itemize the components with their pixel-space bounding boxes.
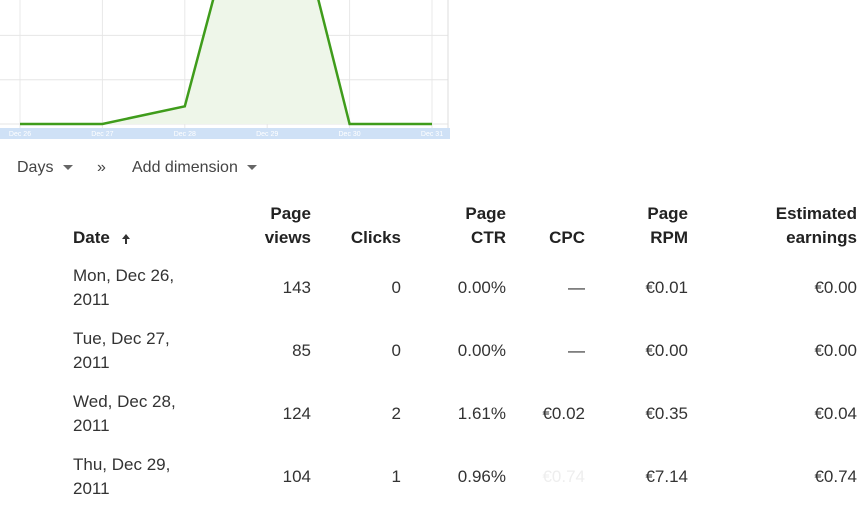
column-header[interactable]: Page views — [265, 202, 311, 250]
caret — [247, 165, 258, 170]
cell-value: 0.96% — [457, 467, 506, 486]
header-line: Clicks — [350, 228, 401, 247]
column-header[interactable]: Clicks — [351, 226, 401, 250]
cell-value: €0.74 — [814, 467, 857, 486]
cell-value: €0.02 — [542, 404, 585, 423]
cell-value: 143 — [282, 278, 311, 297]
date-line: 2011 — [73, 290, 110, 309]
cell-value: 85 — [292, 341, 311, 360]
cell-value: 104 — [282, 467, 311, 486]
cell-value: €0.35 — [645, 404, 688, 423]
date-line: Wed, Dec 28, — [73, 392, 176, 411]
column-header[interactable]: Estimated earnings — [776, 202, 857, 250]
date-line: Mon, Dec 26, — [73, 266, 175, 285]
date-line: 2011 — [73, 416, 110, 435]
cell-value: 0.00% — [457, 278, 506, 297]
header-line: Page — [270, 204, 311, 223]
column-header[interactable]: Date — [73, 226, 130, 250]
cell-value: €0.00 — [645, 341, 688, 360]
x-tick-label: Dec 27 — [91, 131, 113, 138]
header-line: Page — [465, 204, 506, 223]
header-line: CPC — [549, 228, 585, 247]
x-tick-label: Dec 28 — [174, 131, 196, 138]
cell-value: — — [568, 278, 585, 297]
cell-value: 124 — [282, 404, 311, 423]
date-line: Thu, Dec 29, — [73, 455, 171, 474]
cell-value: — — [568, 341, 585, 360]
range-strip — [0, 128, 450, 139]
column-header[interactable]: Page CTR — [465, 202, 506, 250]
column-header[interactable]: CPC — [549, 226, 585, 250]
header-line: views — [264, 228, 311, 247]
cell-value: €0.00 — [814, 278, 857, 297]
cell-value: 0 — [391, 341, 401, 360]
cell-value: 1 — [391, 467, 401, 486]
cell-value: €0.01 — [645, 278, 688, 297]
days-dropdown[interactable]: Days — [17, 157, 74, 179]
caret — [62, 165, 73, 170]
cell-value: 0 — [391, 278, 401, 297]
column-header[interactable]: Page RPM — [647, 202, 688, 250]
cell-value: €0.74 — [542, 467, 585, 486]
line — [20, 0, 432, 126]
label: Days — [17, 159, 54, 176]
header-line: RPM — [650, 228, 688, 247]
header-line: CTR — [471, 228, 506, 247]
add-dimension[interactable]: Add dimension — [132, 157, 258, 179]
date-cell: Tue, Dec 27, 2011 — [73, 327, 170, 375]
header-line: Estimated — [775, 204, 857, 223]
x-tick-label: Dec 26 — [9, 131, 31, 138]
date-line: 2011 — [73, 353, 110, 372]
x-tick-label: Dec 31 — [421, 131, 443, 138]
header-line: Page — [647, 204, 688, 223]
cell-value: €0.04 — [814, 404, 857, 423]
cell-value: €7.14 — [645, 467, 688, 486]
date-line: 2011 — [73, 479, 110, 498]
cell-value: 2 — [391, 404, 401, 423]
date-cell: Mon, Dec 26, 2011 — [73, 264, 174, 312]
x-tick-label: Dec 29 — [256, 131, 278, 138]
date-cell: Wed, Dec 28, 2011 — [73, 390, 176, 438]
cell-value: 1.61% — [457, 404, 506, 423]
label: Add dimension — [132, 159, 238, 176]
cell-value: 0.00% — [457, 341, 506, 360]
cell-value: €0.00 — [814, 341, 857, 360]
header-line: Date — [73, 228, 110, 247]
separator: » — [97, 159, 106, 176]
area — [20, 0, 432, 124]
header-line: earnings — [786, 228, 857, 247]
date-line: Tue, Dec 27, — [73, 329, 170, 348]
x-tick-label: Dec 30 — [339, 131, 361, 138]
sort-arrow — [122, 234, 130, 244]
date-cell: Thu, Dec 29, 2011 — [73, 453, 170, 501]
chart: Dec 26 Dec 27 Dec 28 Dec 29 Dec 30 Dec 31 — [0, 0, 450, 139]
